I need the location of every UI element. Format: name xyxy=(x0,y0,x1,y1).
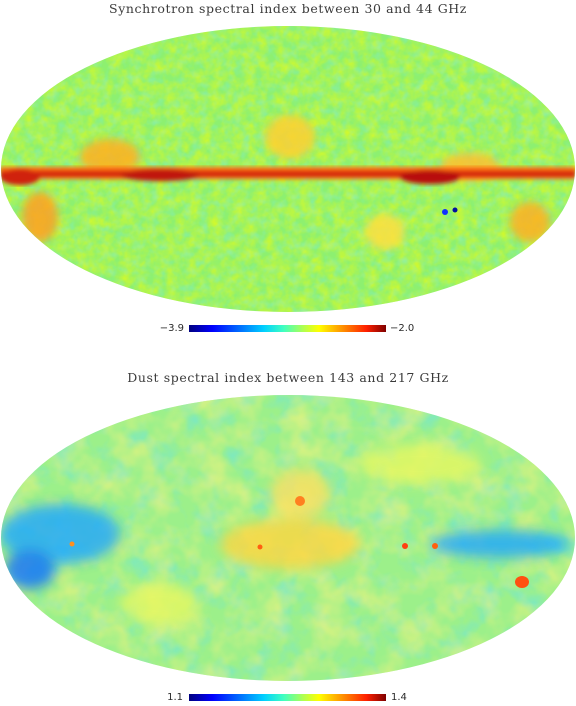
colorbar-max-label: 1.4 xyxy=(391,692,407,703)
dust-colorbar: 1.1 1.4 xyxy=(0,692,576,706)
synchrotron-map-title: Synchrotron spectral index between 30 an… xyxy=(109,1,467,16)
dust-map-title: Dust spectral index between 143 and 217 … xyxy=(127,370,449,385)
colorbar-max-label: −2.0 xyxy=(390,323,415,334)
dust-spectral-index-map xyxy=(1,395,575,681)
colorbar-gradient xyxy=(189,325,386,332)
synchrotron-colorbar: −3.9 −2.0 xyxy=(0,323,576,337)
synchrotron-spectral-index-map xyxy=(1,26,575,312)
colorbar-gradient xyxy=(189,694,386,701)
colorbar-min-label: 1.1 xyxy=(167,692,183,703)
colorbar-min-label: −3.9 xyxy=(159,323,184,334)
